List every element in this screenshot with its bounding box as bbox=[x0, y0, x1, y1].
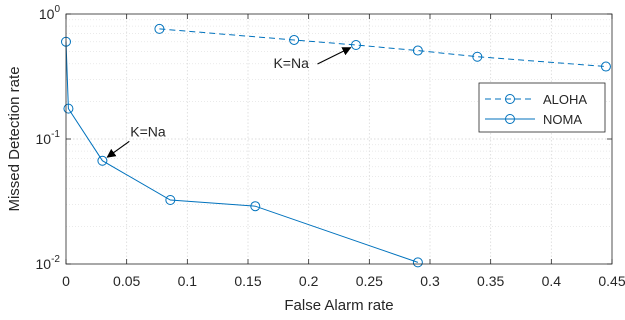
x-tick-label: 0.45 bbox=[598, 273, 625, 289]
annotation-text: K=Na bbox=[273, 55, 309, 71]
data-point-noma bbox=[412, 257, 423, 268]
annotation-2: K=Na bbox=[106, 123, 166, 158]
data-point-noma bbox=[97, 155, 108, 166]
x-tick-label: 0 bbox=[62, 273, 70, 289]
x-tick-label: 0.15 bbox=[234, 273, 261, 289]
legend-entry-aloha: ALOHA bbox=[485, 92, 587, 107]
annotation-arrow bbox=[106, 140, 130, 158]
annotation-1: K=Na bbox=[273, 47, 352, 71]
data-point-noma bbox=[63, 103, 74, 114]
x-tick-label: 0.1 bbox=[178, 273, 198, 289]
y-axis-ticks: 10-2 10-1 100 bbox=[36, 4, 612, 272]
legend-label-noma: NOMA bbox=[543, 112, 582, 127]
x-tick-label: 0.4 bbox=[542, 273, 562, 289]
data-point-aloha bbox=[289, 34, 300, 45]
legend: ALOHA NOMA bbox=[478, 82, 606, 133]
legend-entry-noma: NOMA bbox=[485, 112, 582, 127]
annotation-text: K=Na bbox=[130, 123, 166, 139]
data-point-aloha bbox=[412, 45, 423, 56]
x-tick-label: 0.3 bbox=[420, 273, 440, 289]
x-axis-label: False Alarm rate bbox=[284, 297, 393, 314]
x-tick-label: 0.25 bbox=[356, 273, 383, 289]
legend-label-aloha: ALOHA bbox=[543, 92, 587, 107]
data-point-aloha bbox=[600, 61, 611, 72]
series-layer bbox=[61, 23, 611, 268]
legend-marker-aloha bbox=[505, 94, 515, 104]
series-line-noma bbox=[65, 41, 419, 263]
y-tick-label: 100 bbox=[39, 4, 61, 22]
data-point-noma bbox=[250, 201, 261, 212]
data-point-aloha bbox=[472, 51, 483, 62]
annotation-layer: K=Na K=Na bbox=[106, 47, 352, 158]
y-tick-label: 10-2 bbox=[36, 254, 61, 272]
x-tick-label: 0.35 bbox=[477, 273, 504, 289]
grid bbox=[66, 14, 612, 264]
legend-marker-noma bbox=[505, 114, 515, 124]
annotation-arrow bbox=[317, 47, 352, 65]
y-axis-label: Missed Detection rate bbox=[6, 66, 23, 211]
data-point-aloha bbox=[350, 39, 361, 50]
legend-box bbox=[478, 82, 606, 133]
x-tick-label: 0.05 bbox=[113, 273, 140, 289]
data-point-aloha bbox=[154, 23, 165, 34]
series-line-aloha bbox=[159, 28, 606, 67]
series-aloha bbox=[154, 23, 611, 72]
series-noma bbox=[61, 36, 423, 268]
data-point-noma bbox=[165, 195, 176, 206]
x-axis-ticks: 0 0.05 0.1 0.15 0.2 0.25 0.3 0.35 0.4 0.45 bbox=[62, 14, 625, 289]
y-tick-label: 10-1 bbox=[36, 129, 61, 147]
x-tick-label: 0.2 bbox=[299, 273, 319, 289]
